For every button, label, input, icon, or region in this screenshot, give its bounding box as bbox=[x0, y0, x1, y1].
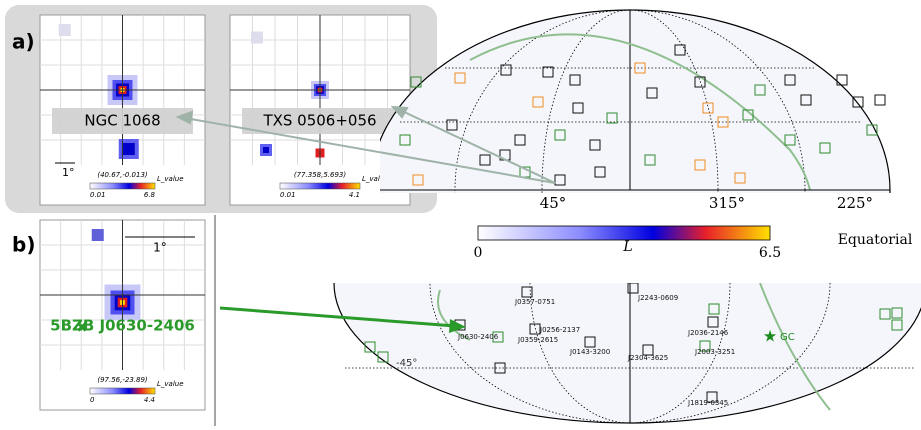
scale-label: 1° bbox=[62, 166, 75, 179]
source-label: J0630-2406 bbox=[457, 333, 499, 341]
source-label: J2304-3625 bbox=[627, 354, 668, 362]
coords: (97.56,-23.89) bbox=[97, 376, 148, 384]
inset-colorbar-max: 4.1 bbox=[349, 191, 360, 199]
catalog-source bbox=[875, 95, 885, 105]
panel-label: a) bbox=[12, 30, 35, 54]
colorbar-symbol: L bbox=[622, 239, 632, 255]
gc-label: GC bbox=[780, 332, 795, 343]
inset-colorbar bbox=[90, 183, 155, 189]
inset-colorbar-min: 0 bbox=[90, 396, 95, 404]
coords: (77.358,5.693) bbox=[294, 171, 346, 179]
frame-label: Equatorial bbox=[838, 232, 913, 248]
inset-colorbar bbox=[280, 183, 360, 189]
inset: NGC 1068 (40.67,-0.013) L_value 0.01 6.8 1° bbox=[40, 15, 205, 205]
likelihood-pixel bbox=[92, 229, 104, 241]
colorbar-max: 6.5 bbox=[759, 245, 781, 261]
inset-colorbar-max: 6.8 bbox=[144, 191, 156, 199]
counterpart-marker: ✖ bbox=[76, 320, 88, 336]
inset-colorbar-title: L_value bbox=[157, 175, 184, 183]
source-label: J0359-2615 bbox=[517, 336, 558, 344]
source-label: J2243-0609 bbox=[637, 294, 678, 302]
likelihood-pixel bbox=[251, 32, 263, 44]
scale-label: 1° bbox=[153, 241, 167, 255]
inset-colorbar-min: 0.01 bbox=[280, 191, 296, 199]
coords: (40.67,-0.013) bbox=[97, 171, 148, 179]
likelihood-pixel bbox=[59, 24, 71, 36]
source-name: TXS 0506+056 bbox=[262, 112, 376, 130]
dec-label: -45° bbox=[396, 358, 417, 369]
source-label: J2036-2146 bbox=[687, 329, 729, 337]
inset-colorbar-min: 0.01 bbox=[90, 191, 106, 199]
figure: a) b) NGC 1068 (40.67,-0.013) L_value 0.01 6… bbox=[0, 0, 921, 426]
inset: 5BZB J0630-2406 (97.56,-23.89) L_value 0 4.4… bbox=[40, 220, 205, 410]
gc-marker: ★ bbox=[763, 327, 777, 346]
source-label: J1819-6345 bbox=[687, 399, 728, 407]
source-label: J0256-2137 bbox=[539, 326, 580, 334]
likelihood-pixel bbox=[263, 147, 269, 153]
colorbar bbox=[478, 226, 770, 240]
likelihood-pixel bbox=[123, 143, 135, 155]
inset-colorbar bbox=[90, 388, 155, 394]
panel-label: b) bbox=[12, 233, 35, 257]
ra-label: 315° bbox=[709, 194, 745, 212]
source-name: 5BZB J0630-2406 bbox=[50, 317, 195, 335]
source-name: NGC 1068 bbox=[84, 112, 160, 130]
inset-colorbar-max: 4.4 bbox=[144, 396, 155, 404]
source-label: J0357-0751 bbox=[514, 298, 555, 306]
source-label: J2003-3251 bbox=[694, 348, 735, 356]
ra-label: 45° bbox=[540, 194, 567, 212]
inset-colorbar-title: L_value bbox=[157, 380, 184, 388]
source-label: J0143-3200 bbox=[569, 348, 610, 356]
colorbar-min: 0 bbox=[474, 245, 483, 261]
ra-label: 225° bbox=[837, 194, 873, 212]
